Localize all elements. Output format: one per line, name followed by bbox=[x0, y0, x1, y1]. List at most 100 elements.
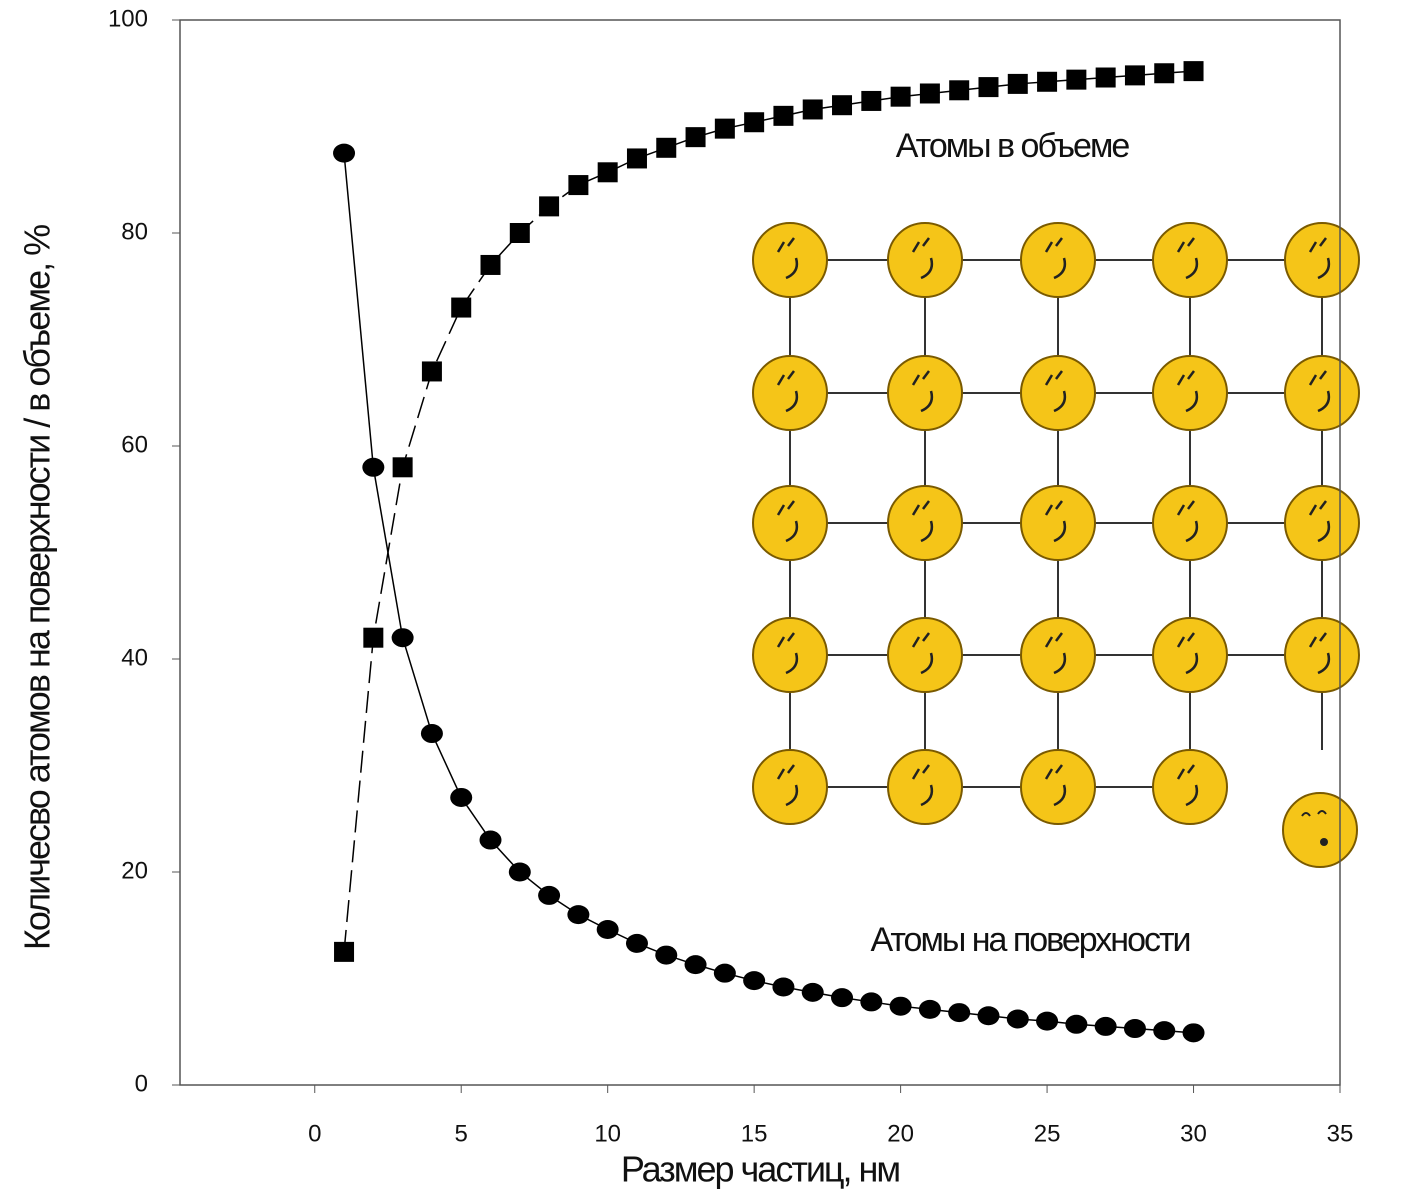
square-marker bbox=[363, 628, 383, 648]
circle-marker bbox=[743, 971, 765, 990]
y-tick-label: 60 bbox=[121, 431, 148, 458]
x-tick-label: 25 bbox=[1034, 1120, 1061, 1147]
atom bbox=[888, 486, 962, 560]
square-marker bbox=[978, 77, 998, 97]
square-marker bbox=[686, 127, 706, 147]
y-tick-label: 20 bbox=[121, 857, 148, 884]
square-marker bbox=[1125, 65, 1145, 85]
x-tick-label: 10 bbox=[594, 1120, 621, 1147]
x-tick-label: 20 bbox=[887, 1120, 914, 1147]
circle-marker bbox=[890, 997, 912, 1016]
circle-marker bbox=[1036, 1012, 1058, 1031]
circle-marker bbox=[772, 978, 794, 997]
atom bbox=[1021, 750, 1095, 824]
circle-marker bbox=[509, 863, 531, 882]
square-marker bbox=[920, 83, 940, 103]
circle-marker bbox=[977, 1006, 999, 1025]
square-marker bbox=[627, 148, 647, 168]
atom bbox=[753, 356, 827, 430]
atom bbox=[1285, 486, 1359, 560]
atom bbox=[888, 750, 962, 824]
y-tick-label: 40 bbox=[121, 644, 148, 671]
circle-marker bbox=[567, 905, 589, 924]
circle-marker bbox=[362, 458, 384, 477]
square-marker bbox=[832, 95, 852, 115]
atom bbox=[753, 618, 827, 692]
annotation: Атомы на поверхности bbox=[870, 921, 1189, 959]
square-marker bbox=[715, 119, 735, 139]
atom bbox=[888, 618, 962, 692]
atom bbox=[888, 223, 962, 297]
circle-marker bbox=[1153, 1021, 1175, 1040]
circle-marker bbox=[1007, 1009, 1029, 1028]
square-marker bbox=[949, 80, 969, 100]
atom bbox=[1285, 618, 1359, 692]
circle-marker bbox=[948, 1003, 970, 1022]
circle-marker bbox=[1183, 1023, 1205, 1042]
atom bbox=[1153, 618, 1227, 692]
square-marker bbox=[1184, 61, 1204, 81]
square-marker bbox=[334, 942, 354, 962]
x-tick-label: 15 bbox=[741, 1120, 768, 1147]
atom bbox=[753, 223, 827, 297]
square-marker bbox=[568, 175, 588, 195]
atom bbox=[1285, 356, 1359, 430]
circle-marker bbox=[831, 988, 853, 1007]
square-marker bbox=[861, 91, 881, 111]
atom bbox=[1021, 356, 1095, 430]
circle-marker bbox=[538, 886, 560, 905]
circle-marker bbox=[802, 983, 824, 1002]
x-tick-label: 5 bbox=[455, 1120, 468, 1147]
atom bbox=[1153, 750, 1227, 824]
circle-marker bbox=[597, 920, 619, 939]
y-tick-label: 100 bbox=[108, 5, 148, 32]
circle-marker bbox=[919, 1000, 941, 1019]
y-tick-label: 80 bbox=[121, 218, 148, 245]
square-marker bbox=[744, 112, 764, 132]
circle-marker bbox=[655, 946, 677, 965]
atom bbox=[1021, 486, 1095, 560]
chart: Размер частиц, нм Количесво атомов на по… bbox=[0, 0, 1418, 1197]
square-marker bbox=[481, 255, 501, 275]
atom bbox=[753, 750, 827, 824]
circle-marker bbox=[1065, 1015, 1087, 1034]
atom bbox=[888, 356, 962, 430]
circle-marker bbox=[1095, 1017, 1117, 1036]
square-marker bbox=[1066, 70, 1086, 90]
square-marker bbox=[451, 298, 471, 318]
atom bbox=[1021, 223, 1095, 297]
atom bbox=[1021, 618, 1095, 692]
y-axis-label: Количесво атомов на поверхности / в объе… bbox=[17, 225, 58, 950]
circle-marker bbox=[685, 955, 707, 974]
square-marker bbox=[598, 162, 618, 182]
square-marker bbox=[539, 196, 559, 216]
square-marker bbox=[803, 99, 823, 119]
x-tick-label: 0 bbox=[308, 1120, 321, 1147]
square-marker bbox=[1096, 68, 1116, 88]
circle-marker bbox=[421, 724, 443, 743]
circle-marker bbox=[392, 628, 414, 647]
circle-marker bbox=[860, 992, 882, 1011]
annotation: Атомы в объеме bbox=[896, 127, 1130, 165]
circle-marker bbox=[480, 831, 502, 850]
square-marker bbox=[422, 361, 442, 381]
x-tick-label: 30 bbox=[1180, 1120, 1207, 1147]
x-tick-label: 35 bbox=[1327, 1120, 1354, 1147]
atoms-illustration bbox=[700, 178, 1418, 913]
y-tick-label: 0 bbox=[135, 1070, 148, 1097]
square-marker bbox=[773, 106, 793, 126]
square-marker bbox=[393, 457, 413, 477]
square-marker bbox=[1037, 72, 1057, 92]
square-marker bbox=[891, 87, 911, 107]
circle-marker bbox=[1124, 1019, 1146, 1038]
square-marker bbox=[510, 223, 530, 243]
x-axis-label: Размер частиц, нм bbox=[621, 1149, 900, 1190]
atom bbox=[753, 486, 827, 560]
circle-marker bbox=[333, 144, 355, 163]
atom bbox=[1285, 223, 1359, 297]
square-marker bbox=[1008, 74, 1028, 94]
square-marker bbox=[1154, 63, 1174, 83]
circle-marker bbox=[450, 788, 472, 807]
atom bbox=[1153, 486, 1227, 560]
circle-marker bbox=[626, 934, 648, 953]
